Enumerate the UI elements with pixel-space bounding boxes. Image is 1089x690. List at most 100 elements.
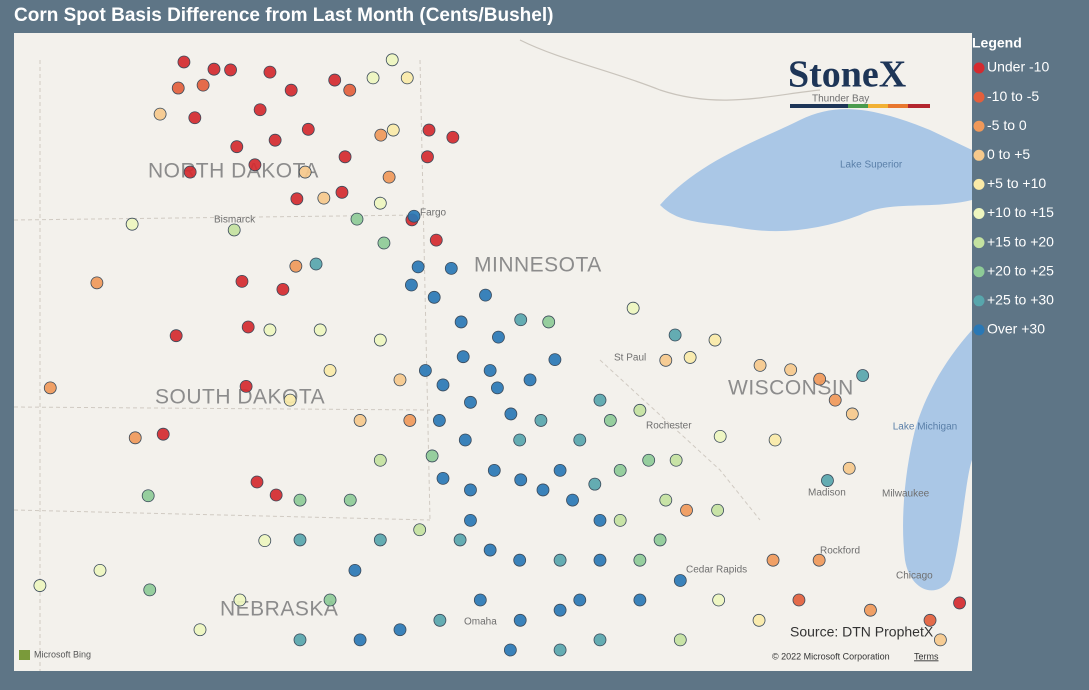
point bbox=[553, 464, 567, 477]
logo: StoneX bbox=[788, 54, 930, 108]
point bbox=[752, 613, 766, 627]
point bbox=[444, 261, 458, 275]
point bbox=[513, 553, 527, 567]
point bbox=[753, 358, 767, 372]
place-label: SOUTH DAKOTA bbox=[155, 386, 325, 409]
point bbox=[491, 381, 504, 395]
point bbox=[642, 453, 656, 467]
point bbox=[386, 123, 400, 137]
point bbox=[183, 165, 197, 179]
point bbox=[536, 483, 550, 497]
place-label: Fargo bbox=[420, 208, 447, 219]
terms-link[interactable]: Terms bbox=[914, 651, 939, 661]
point bbox=[407, 209, 421, 223]
point bbox=[153, 107, 167, 121]
point bbox=[411, 260, 425, 274]
point bbox=[343, 493, 357, 507]
point bbox=[227, 223, 241, 237]
legend-swatch bbox=[973, 120, 985, 132]
point bbox=[842, 461, 856, 475]
point bbox=[473, 593, 487, 607]
point bbox=[503, 643, 517, 657]
point bbox=[353, 633, 367, 647]
place-label: Thunder Bay bbox=[812, 94, 869, 105]
point bbox=[436, 378, 450, 392]
point bbox=[593, 393, 607, 407]
point bbox=[373, 333, 387, 347]
point bbox=[668, 328, 682, 342]
point bbox=[413, 523, 427, 537]
point bbox=[335, 185, 349, 199]
point bbox=[454, 315, 468, 329]
point bbox=[171, 81, 185, 95]
place-label: Rockford bbox=[820, 546, 860, 557]
point bbox=[659, 493, 673, 507]
point bbox=[269, 488, 283, 502]
point bbox=[248, 158, 262, 172]
point bbox=[313, 323, 327, 337]
point bbox=[429, 233, 443, 247]
place-label: Cedar Rapids bbox=[686, 565, 747, 576]
point bbox=[766, 553, 780, 567]
point bbox=[90, 276, 104, 290]
point bbox=[768, 433, 782, 447]
point bbox=[456, 350, 470, 364]
point bbox=[464, 513, 477, 527]
point bbox=[464, 483, 477, 497]
logo-bar bbox=[868, 104, 888, 108]
point bbox=[464, 395, 477, 409]
point bbox=[374, 128, 388, 142]
point bbox=[633, 403, 647, 417]
point bbox=[436, 471, 450, 485]
point bbox=[43, 381, 57, 395]
logo-bar bbox=[790, 104, 848, 108]
point bbox=[708, 333, 722, 347]
point bbox=[513, 613, 527, 627]
point bbox=[828, 393, 842, 407]
point bbox=[953, 596, 966, 610]
point bbox=[377, 236, 391, 250]
place-label: Omaha bbox=[464, 617, 497, 628]
point bbox=[483, 364, 497, 377]
point bbox=[713, 429, 727, 443]
point bbox=[196, 78, 210, 92]
point bbox=[458, 433, 472, 447]
legend: Under -10 -10 to -5 -5 to 0 0 to +5 +5 to +1… bbox=[973, 59, 1054, 337]
place-label: St Paul bbox=[614, 353, 646, 364]
legend-label: +25 to +30 bbox=[987, 292, 1054, 308]
point bbox=[283, 393, 297, 407]
point bbox=[290, 192, 304, 206]
logo-bar bbox=[848, 104, 868, 108]
point bbox=[573, 433, 587, 447]
point bbox=[403, 414, 417, 427]
point bbox=[141, 489, 155, 503]
legend-label: -10 to -5 bbox=[987, 88, 1039, 104]
legend-label: 0 to +5 bbox=[987, 146, 1030, 162]
point bbox=[263, 323, 277, 337]
point bbox=[276, 282, 290, 296]
point bbox=[156, 427, 170, 441]
point bbox=[298, 165, 312, 179]
legend-label: Over +30 bbox=[987, 321, 1045, 337]
point bbox=[422, 123, 436, 137]
point bbox=[513, 433, 527, 447]
legend-swatch bbox=[973, 237, 985, 249]
point bbox=[548, 353, 562, 367]
point bbox=[566, 493, 579, 507]
point bbox=[553, 643, 567, 657]
point bbox=[553, 603, 567, 617]
legend-swatch bbox=[973, 208, 985, 219]
point bbox=[317, 191, 331, 205]
point bbox=[659, 353, 673, 367]
point bbox=[323, 364, 337, 377]
point bbox=[613, 464, 627, 477]
legend-swatch bbox=[973, 324, 985, 336]
point bbox=[418, 364, 432, 377]
point bbox=[626, 301, 640, 315]
point bbox=[241, 320, 255, 334]
point bbox=[673, 574, 687, 587]
point bbox=[845, 407, 859, 421]
place-label: NEBRASKA bbox=[220, 598, 338, 621]
copyright: © 2022 Microsoft Corporation bbox=[772, 651, 890, 661]
bing-icon bbox=[19, 650, 30, 660]
